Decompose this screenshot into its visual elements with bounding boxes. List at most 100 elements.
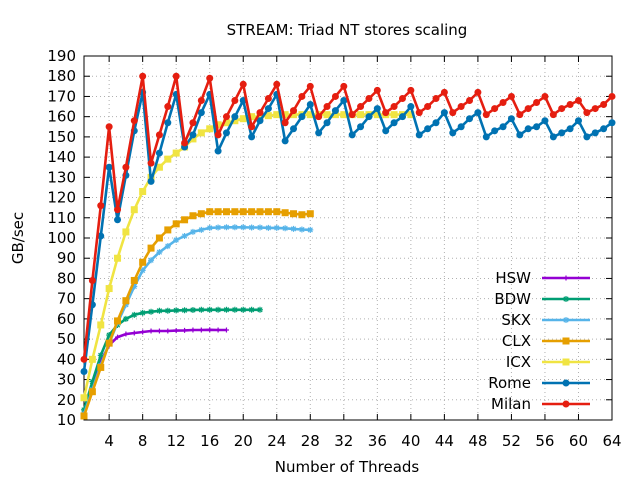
data-point-icx <box>290 111 298 119</box>
data-point-skx <box>139 267 146 274</box>
data-point-skx <box>307 226 314 233</box>
data-point-skx <box>198 226 205 233</box>
x-tick-label: 52 <box>502 432 521 450</box>
data-point-rome <box>256 117 264 125</box>
data-point-rome <box>524 125 532 133</box>
data-point-clx <box>155 234 163 242</box>
data-point-hsw <box>131 330 137 336</box>
data-point-milan <box>591 105 599 113</box>
data-point-milan <box>449 109 457 117</box>
data-point-clx <box>264 208 272 216</box>
data-point-rome <box>398 113 406 121</box>
legend-marker-clx <box>562 337 570 345</box>
data-point-milan <box>415 109 423 117</box>
data-point-icx <box>122 228 130 236</box>
data-point-rome <box>591 129 599 137</box>
data-point-milan <box>499 99 507 107</box>
data-point-milan <box>155 131 163 139</box>
data-point-clx <box>214 208 222 216</box>
data-point-skx <box>282 225 289 232</box>
data-point-hsw <box>182 327 188 333</box>
data-point-hsw <box>207 327 213 333</box>
data-point-rome <box>407 103 415 111</box>
data-point-icx <box>88 355 96 363</box>
data-point-milan <box>566 101 574 109</box>
data-point-icx <box>214 121 222 129</box>
grid-layer <box>84 56 612 420</box>
data-point-hsw <box>156 328 162 334</box>
data-point-milan <box>574 96 582 104</box>
legend-label-bdw: BDW <box>494 290 531 308</box>
data-point-icx <box>256 113 264 121</box>
legend-label-clx: CLX <box>502 332 531 350</box>
data-point-hsw <box>115 334 121 340</box>
data-point-icx <box>390 111 398 119</box>
data-point-rome <box>474 109 482 117</box>
data-point-clx <box>273 208 281 216</box>
data-point-milan <box>474 88 482 96</box>
x-tick-label: 56 <box>535 432 554 450</box>
data-point-milan <box>139 72 147 80</box>
data-point-milan <box>549 111 557 119</box>
data-point-icx <box>239 115 247 123</box>
data-point-bdw <box>257 306 263 313</box>
data-point-milan <box>290 107 298 115</box>
data-point-milan <box>122 163 130 171</box>
data-point-skx <box>223 224 230 231</box>
data-point-rome <box>114 216 122 224</box>
data-point-rome <box>105 163 113 171</box>
x-tick-label: 36 <box>368 432 387 450</box>
series-line-clx <box>82 210 311 417</box>
data-point-milan <box>164 103 172 111</box>
series-clx <box>80 208 314 420</box>
data-point-milan <box>558 105 566 113</box>
data-point-milan <box>306 82 314 90</box>
data-point-hsw <box>140 329 146 335</box>
data-point-skx <box>257 224 263 231</box>
data-point-milan <box>432 94 440 102</box>
data-point-clx <box>122 297 130 305</box>
data-point-rome <box>365 113 373 121</box>
data-point-milan <box>264 94 272 102</box>
data-point-skx <box>298 226 305 233</box>
data-point-milan <box>97 202 105 210</box>
data-point-bdw <box>148 308 155 315</box>
data-point-rome <box>340 96 348 104</box>
data-point-skx <box>164 243 171 250</box>
data-point-milan <box>382 109 390 117</box>
data-point-rome <box>558 129 566 137</box>
data-point-rome <box>290 125 298 133</box>
x-tick-label: 24 <box>267 432 286 450</box>
data-point-milan <box>440 88 448 96</box>
legend-label-hsw: HSW <box>495 269 531 287</box>
chart-title: STREAM: Triad NT stores scaling <box>227 21 468 39</box>
data-point-milan <box>172 72 180 80</box>
data-point-skx <box>231 224 238 231</box>
legend-marker-hsw <box>563 275 569 281</box>
data-point-clx <box>239 208 247 216</box>
data-point-rome <box>231 113 239 121</box>
data-point-icx <box>206 125 214 133</box>
data-point-hsw <box>190 327 196 333</box>
data-point-icx <box>155 163 163 171</box>
data-point-milan <box>466 96 474 104</box>
data-point-milan <box>348 111 356 119</box>
data-point-rome <box>264 105 272 113</box>
data-point-rome <box>331 107 339 115</box>
data-point-icx <box>273 111 281 119</box>
data-point-skx <box>131 283 138 290</box>
y-tick-label: 80 <box>57 269 76 287</box>
x-tick-label: 44 <box>435 432 454 450</box>
series-line-rome <box>82 91 613 372</box>
data-point-clx <box>164 226 172 234</box>
data-point-clx <box>147 244 155 252</box>
y-tick-label: 110 <box>47 209 76 227</box>
data-point-milan <box>457 103 465 111</box>
data-point-rome <box>533 123 541 131</box>
data-point-milan <box>206 74 214 82</box>
data-point-rome <box>466 115 474 123</box>
data-point-rome <box>566 125 574 133</box>
data-point-skx <box>189 228 196 235</box>
data-point-bdw <box>81 406 87 413</box>
plot-frame <box>83 55 613 421</box>
